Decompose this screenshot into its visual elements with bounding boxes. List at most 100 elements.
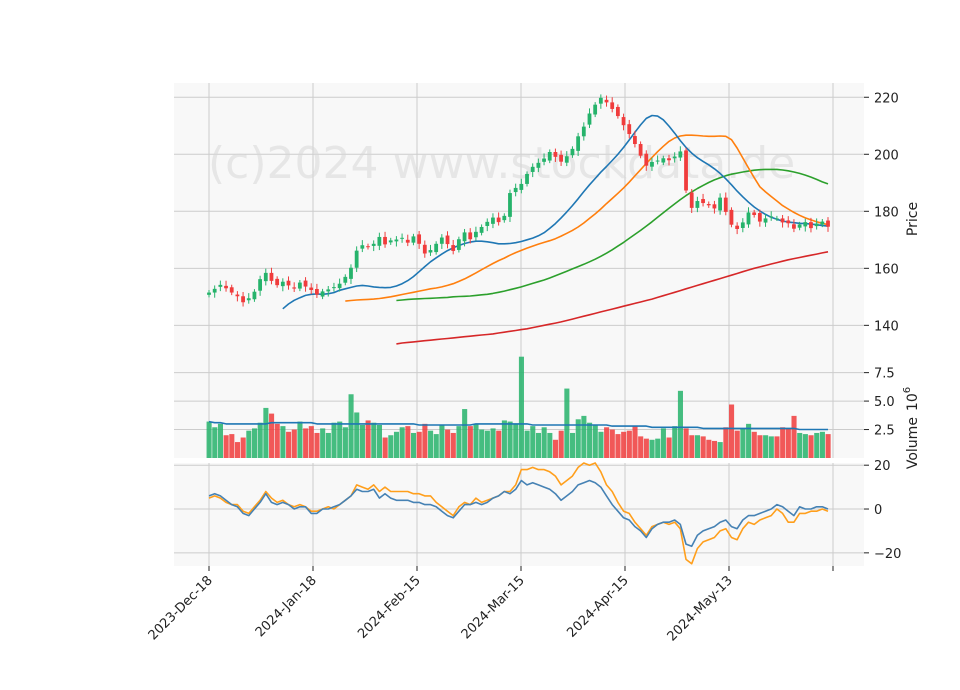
volume-bar (405, 426, 411, 458)
volume-bar (604, 427, 610, 458)
candle-body (434, 243, 439, 253)
volume-bar (524, 430, 530, 458)
volume-bar (354, 412, 360, 458)
candle-body (610, 102, 615, 109)
volume-bar (711, 440, 718, 458)
volume-bar (575, 419, 581, 458)
candle-body (400, 237, 404, 239)
volume-bar (246, 430, 252, 458)
volume-bar (257, 422, 263, 458)
candle-body (354, 250, 359, 268)
candle-body (792, 224, 796, 229)
volume-bar (723, 427, 729, 458)
volume-bar (286, 431, 292, 458)
candle-body (468, 232, 473, 240)
candle-body (502, 215, 507, 221)
volume-bar (825, 434, 831, 458)
volume-bar (490, 428, 496, 458)
volume-bar (757, 435, 763, 458)
volume-bar (365, 420, 371, 458)
volume-bar (666, 437, 672, 458)
candle-body (235, 294, 240, 297)
candle-body (439, 237, 444, 244)
volume-bar (791, 415, 797, 458)
volume-bars (206, 356, 831, 458)
volume-bar (479, 429, 485, 458)
candle-body (269, 272, 274, 281)
volume-bar (655, 438, 661, 458)
candle-body (445, 235, 450, 245)
date-tick-label: 2023-Dec-18 (146, 573, 216, 643)
candle-body (207, 292, 211, 295)
price-tick-label: 200 (874, 148, 899, 163)
candle-body (496, 217, 501, 223)
volume-bar (649, 439, 655, 458)
candle-body (757, 213, 762, 222)
candle-body (621, 117, 626, 126)
date-tick-label: 2024-May-13 (665, 573, 736, 644)
candle-body (740, 222, 745, 228)
candle-body (644, 153, 649, 166)
volume-bar (217, 423, 223, 458)
volume-bar (768, 436, 774, 458)
volume-bar (342, 427, 348, 458)
volume-bar (388, 435, 394, 458)
candle-body (729, 209, 734, 225)
date-tick-label: 2024-Feb-15 (355, 573, 424, 642)
volume-bar (683, 428, 689, 458)
candle-body (456, 239, 461, 250)
volume-bar (621, 431, 627, 458)
candle-body (701, 199, 705, 204)
candle-body (394, 239, 399, 242)
price-axis-label: Price (905, 202, 921, 236)
oscillator-line-2 (208, 479, 829, 548)
candle-body (525, 173, 529, 184)
candle-body (570, 148, 575, 156)
candle-body (678, 151, 683, 158)
candle-body (604, 99, 609, 103)
candle-body (809, 222, 813, 229)
volume-panel: 2.5 5.0 7.5 Volume106 (174, 351, 921, 469)
candle-body (479, 226, 484, 233)
candle-body (366, 246, 370, 248)
volume-bar (507, 421, 513, 458)
volume-bar (706, 439, 712, 458)
candle-body (536, 162, 541, 168)
candle-body (314, 288, 319, 295)
volume-bar (501, 420, 507, 458)
oscillator-tick-label: −20 (874, 547, 901, 562)
candle-body (587, 113, 592, 125)
volume-bar (535, 432, 542, 458)
volume-bar (740, 428, 746, 458)
volume-bar (303, 428, 309, 458)
volume-bar (570, 432, 576, 458)
candle-body (672, 156, 677, 159)
candle-body (513, 187, 518, 193)
volume-bar (547, 432, 553, 458)
volume-bar (780, 427, 786, 458)
candlesticks (207, 94, 830, 307)
candle-body (581, 126, 586, 137)
candle-body (752, 212, 757, 216)
candle-body (576, 136, 581, 151)
volume-bar (263, 407, 269, 458)
volume-bar (643, 438, 649, 458)
volume-tick-label: 5.0 (874, 395, 895, 410)
date-tick-label: 2024-Mar-15 (459, 573, 528, 642)
volume-bar (819, 431, 825, 458)
candle-body (491, 217, 495, 224)
volume-bar (269, 413, 275, 458)
volume-bar (416, 431, 422, 458)
volume-bar (433, 434, 439, 458)
candle-body (360, 245, 365, 249)
volume-bar (814, 432, 820, 458)
candle-body (224, 285, 228, 289)
candle-body (826, 220, 830, 227)
oscillator-lines (208, 462, 829, 565)
volume-bar (428, 430, 434, 458)
volume-bar (206, 421, 212, 458)
candle-body (797, 224, 802, 228)
candle-body (820, 221, 825, 225)
volume-tick-label: 7.5 (874, 367, 895, 382)
